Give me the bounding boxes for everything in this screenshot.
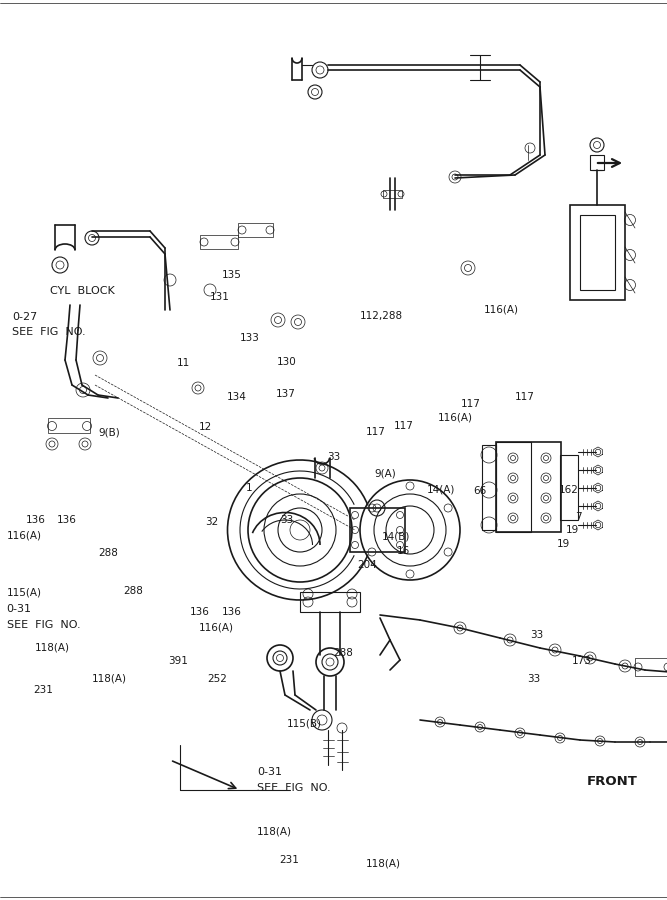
Text: 0-31: 0-31 [7, 604, 31, 615]
Text: 131: 131 [210, 292, 230, 302]
Text: 14(A): 14(A) [427, 484, 456, 495]
Bar [560, 455, 578, 520]
Text: 116(A): 116(A) [199, 622, 233, 633]
Text: 32: 32 [205, 517, 219, 527]
Text: 135: 135 [221, 269, 241, 280]
Bar [635, 658, 667, 676]
Text: 115(A): 115(A) [7, 587, 41, 598]
Bar [590, 155, 604, 170]
Text: 117: 117 [515, 392, 535, 402]
Text: CYL  BLOCK: CYL BLOCK [50, 285, 115, 296]
Text: 12: 12 [199, 421, 212, 432]
Text: 16: 16 [397, 545, 410, 556]
Text: 14(B): 14(B) [382, 531, 411, 542]
Text: 117: 117 [366, 427, 386, 437]
Text: 162: 162 [559, 484, 579, 495]
Bar [200, 235, 238, 249]
Text: 116(A): 116(A) [438, 412, 472, 423]
Text: 33: 33 [527, 674, 540, 685]
Bar [482, 445, 496, 530]
Text: SEE  FIG  NO.: SEE FIG NO. [257, 783, 330, 794]
Text: 117: 117 [461, 399, 481, 410]
Text: 136: 136 [25, 515, 45, 526]
Text: 66: 66 [474, 486, 487, 497]
Text: 0-27: 0-27 [12, 311, 37, 322]
Bar [570, 205, 625, 300]
Text: 1: 1 [245, 482, 252, 493]
Bar [496, 442, 561, 532]
Bar [48, 418, 90, 433]
Text: 136: 136 [57, 515, 77, 526]
Text: SEE  FIG  NO.: SEE FIG NO. [7, 619, 80, 630]
Text: 116(A): 116(A) [7, 530, 41, 541]
Text: 9(B): 9(B) [99, 428, 121, 438]
Bar [580, 215, 615, 290]
Text: 117: 117 [394, 420, 414, 431]
Text: 112,288: 112,288 [360, 310, 404, 321]
Text: 7: 7 [575, 511, 582, 522]
Text: 118(A): 118(A) [366, 859, 400, 869]
Bar [496, 442, 531, 532]
Text: 11: 11 [177, 357, 190, 368]
Text: 116(A): 116(A) [484, 304, 518, 315]
Text: 9(A): 9(A) [375, 468, 397, 479]
Text: 118(A): 118(A) [257, 826, 291, 837]
Text: 33: 33 [327, 452, 340, 463]
Text: 204: 204 [357, 560, 377, 571]
Text: 136: 136 [189, 607, 209, 617]
Text: 288: 288 [99, 547, 119, 558]
Text: 134: 134 [227, 392, 247, 402]
Text: 19: 19 [566, 525, 580, 535]
Text: 137: 137 [275, 389, 295, 400]
Text: 173: 173 [572, 656, 592, 667]
Text: 0-31: 0-31 [257, 767, 281, 778]
Bar [383, 190, 402, 198]
Text: 33: 33 [280, 515, 293, 526]
Text: SEE  FIG  NO.: SEE FIG NO. [12, 327, 85, 338]
Bar [300, 592, 360, 612]
Text: 19: 19 [557, 538, 570, 549]
Text: 252: 252 [207, 673, 227, 684]
Text: 136: 136 [221, 607, 241, 617]
Text: 33: 33 [530, 630, 544, 641]
Text: 130: 130 [277, 356, 297, 367]
Text: 118(A): 118(A) [35, 643, 69, 653]
Text: 115(B): 115(B) [287, 718, 321, 729]
Text: FRONT: FRONT [587, 775, 638, 788]
Text: 231: 231 [33, 685, 53, 696]
Text: 288: 288 [334, 648, 354, 659]
Text: 133: 133 [240, 333, 260, 344]
Text: 288: 288 [123, 586, 143, 597]
Text: 118(A): 118(A) [92, 673, 127, 684]
Bar [350, 508, 405, 552]
Text: 391: 391 [168, 655, 188, 666]
Bar [238, 223, 273, 237]
Text: 231: 231 [279, 855, 299, 866]
